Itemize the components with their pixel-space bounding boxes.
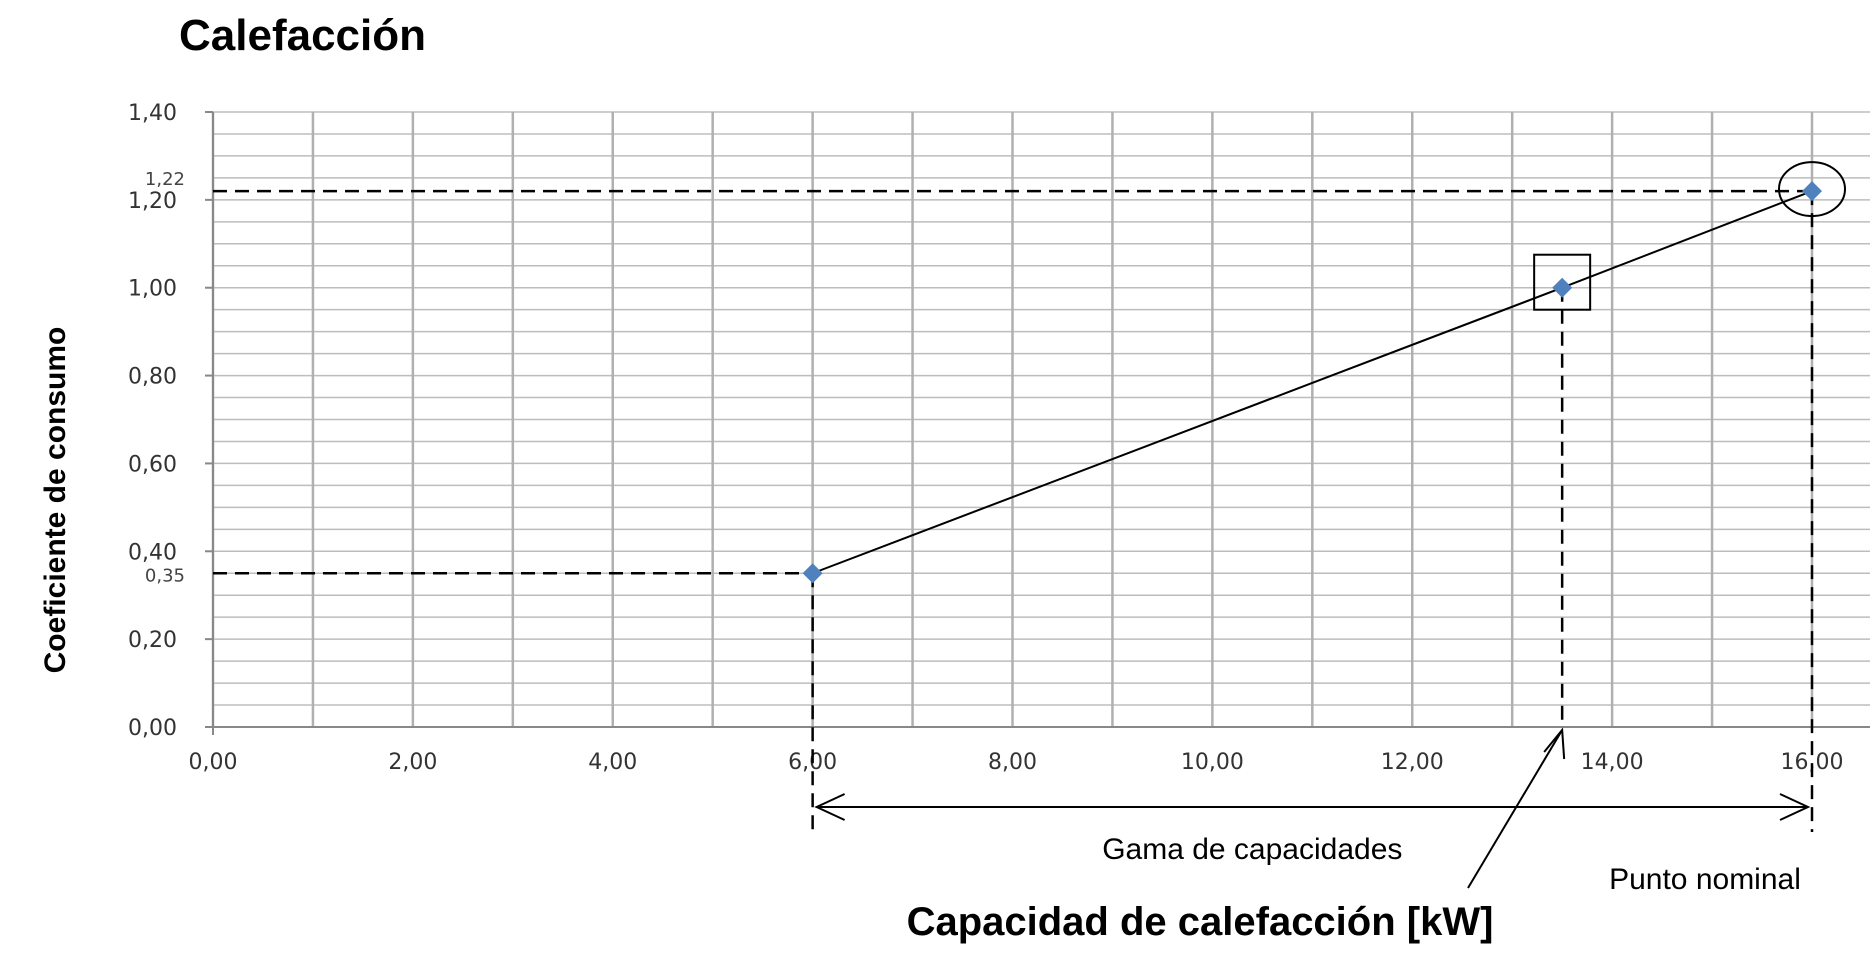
nominal-label: Punto nominal <box>1609 863 1801 896</box>
max-value-label: 1,22 <box>145 169 185 190</box>
y-tick-label: 1,20 <box>128 189 177 214</box>
axes <box>205 112 1870 735</box>
y-tick-labels: 0,00 0,20 0,40 0,60 0,80 1,00 1,20 1,40 <box>128 101 213 741</box>
x-tick-label: 2,00 <box>388 750 437 775</box>
y-tick-label: 0,80 <box>128 365 177 390</box>
y-axis-label: Coeficiente de consumo <box>39 327 72 674</box>
x-tick-label: 14,00 <box>1581 750 1644 775</box>
y-tick-label: 0,00 <box>128 716 177 741</box>
range-label: Gama de capacidades <box>1102 833 1402 866</box>
x-tick-label: 12,00 <box>1381 750 1444 775</box>
grid-lines <box>211 111 1870 728</box>
range-arrow-head-left <box>814 793 846 821</box>
x-tick-label: 10,00 <box>1181 750 1244 775</box>
x-axis-label: Capacidad de calefacción [kW] <box>907 900 1494 944</box>
x-tick-labels: 0,00 2,00 4,00 6,00 8,00 10,00 12,00 14,00 16,00 <box>189 750 1844 775</box>
range-arrow-head-right <box>1779 793 1811 821</box>
x-tick-label: 4,00 <box>588 750 637 775</box>
min-value-label: 0,35 <box>145 565 185 586</box>
nominal-point-square <box>1533 253 1592 311</box>
max-point-circle <box>1778 161 1846 218</box>
y-tick-label: 1,00 <box>128 277 177 302</box>
data-point <box>1552 277 1573 298</box>
x-tick-label: 0,00 <box>189 750 238 775</box>
data-series <box>802 181 1822 584</box>
y-tick-label: 1,40 <box>128 101 177 126</box>
data-point <box>802 563 823 584</box>
nominal-pointer-line <box>1467 729 1564 889</box>
y-tick-label: 0,20 <box>128 628 177 653</box>
y-tick-label: 0,60 <box>128 452 177 477</box>
data-point <box>1802 181 1822 202</box>
chart-title: Calefacción <box>179 11 426 60</box>
y-tick-label: 0,40 <box>128 540 177 565</box>
annotations: 0,35 1,22 Gama de capacidades Punto nominal <box>145 161 1846 896</box>
guide-lines <box>213 189 1814 832</box>
nominal-pointer-head <box>1543 727 1566 760</box>
x-tick-label: 8,00 <box>988 750 1037 775</box>
